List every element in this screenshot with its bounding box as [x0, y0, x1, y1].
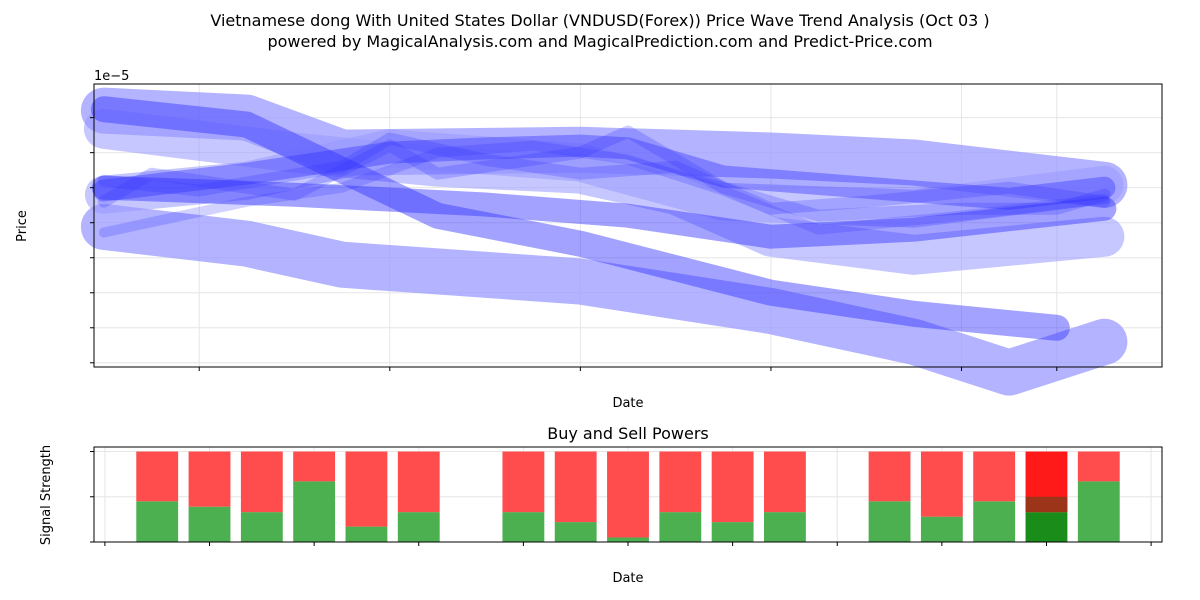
price-chart: 1e−5 Date Price [15, 69, 1163, 411]
price-series-band-upper [80, 87, 1128, 208]
buy-bar [868, 501, 911, 542]
buy-bar [397, 512, 440, 542]
price-plot-frame [93, 83, 1163, 368]
highlight-overlap [1025, 496, 1068, 513]
price-series-wave-c [98, 140, 1110, 238]
price-x-axis-label: Date [612, 396, 643, 411]
price-series [80, 87, 1128, 396]
price-series-dark-flat [92, 134, 1116, 210]
buy-bar [554, 522, 597, 542]
sell-bar [868, 451, 911, 502]
sell-bar [502, 451, 545, 513]
signal-chart: Buy and Sell Powers Date Signal Strength [39, 424, 1163, 586]
sell-bar [188, 451, 231, 507]
sell-bar [764, 451, 806, 513]
buy-bar [973, 501, 1016, 542]
sell-bar [554, 451, 597, 523]
chart-title: Vietnamese dong With United States Dolla… [210, 11, 989, 30]
buy-bar [1025, 512, 1068, 542]
signal-y-ticks [90, 451, 94, 543]
price-y-ticks [90, 117, 94, 364]
sell-bar [136, 451, 179, 502]
price-offset-label: 1e−5 [94, 69, 129, 84]
signal-y-axis-label: Signal Strength [39, 445, 54, 545]
sell-bar [920, 451, 963, 517]
buy-bar [240, 512, 283, 542]
buy-bar [764, 512, 806, 542]
sell-bar [345, 451, 388, 527]
price-y-axis-label: Price [15, 210, 30, 242]
sell-bar [240, 451, 283, 513]
buy-bar [136, 501, 179, 542]
buy-bar [345, 526, 388, 542]
sell-bar [293, 451, 336, 482]
buy-bar [502, 512, 545, 542]
buy-bar [711, 522, 754, 542]
buy-bar [659, 512, 702, 542]
buy-bar [1077, 481, 1120, 542]
price-series-band-fourth [84, 129, 1124, 228]
buy-bar [920, 516, 963, 542]
sell-bar [973, 451, 1016, 502]
signal-x-ticks [104, 542, 1152, 546]
sell-bar [711, 451, 754, 523]
signal-chart-title: Buy and Sell Powers [547, 424, 709, 443]
price-series-dark-falling [90, 96, 1070, 341]
sell-bar [397, 451, 440, 513]
chart-subtitle: powered by MagicalAnalysis.com and Magic… [267, 32, 932, 51]
price-series-dark-rising [91, 175, 1117, 249]
price-series-wave-a [97, 125, 1111, 222]
buy-bar [607, 537, 649, 542]
sell-bar [659, 451, 702, 513]
price-series-wave-b [97, 132, 1111, 215]
price-x-ticks [198, 367, 1058, 371]
buy-bar [188, 506, 231, 542]
sell-bar [607, 451, 649, 538]
sell-bar [1077, 451, 1120, 482]
signal-x-axis-label: Date [612, 571, 643, 586]
signal-bars [136, 451, 1120, 542]
buy-bar [293, 481, 336, 542]
